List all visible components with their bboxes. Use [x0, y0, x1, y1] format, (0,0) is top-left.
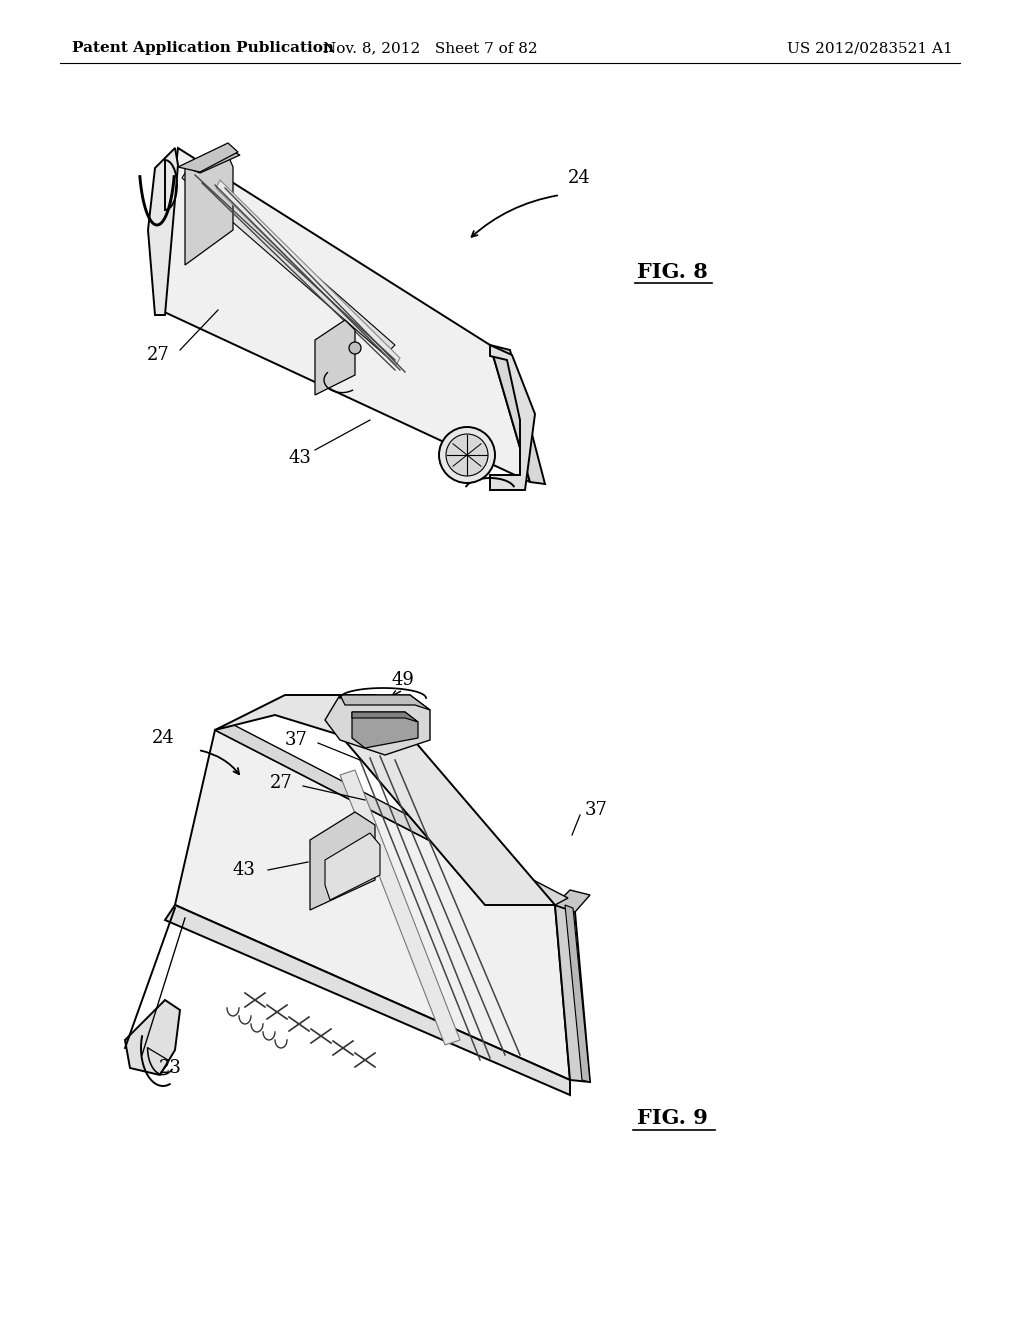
Polygon shape: [215, 696, 555, 906]
Polygon shape: [215, 723, 568, 906]
Polygon shape: [490, 345, 535, 490]
Polygon shape: [315, 319, 355, 395]
Polygon shape: [352, 711, 418, 748]
Polygon shape: [185, 148, 233, 265]
Circle shape: [349, 342, 361, 354]
Polygon shape: [325, 696, 430, 755]
Polygon shape: [178, 143, 238, 172]
Polygon shape: [555, 890, 590, 912]
Text: 24: 24: [153, 729, 175, 747]
Polygon shape: [125, 1001, 180, 1074]
Text: Nov. 8, 2012   Sheet 7 of 82: Nov. 8, 2012 Sheet 7 of 82: [323, 41, 538, 55]
Text: 24: 24: [568, 169, 591, 187]
Text: 23: 23: [159, 1059, 181, 1077]
Polygon shape: [160, 148, 530, 482]
Text: 49: 49: [391, 671, 415, 689]
Polygon shape: [165, 906, 570, 1096]
Polygon shape: [310, 812, 375, 909]
Text: 27: 27: [270, 774, 293, 792]
Polygon shape: [490, 345, 545, 484]
Text: 43: 43: [289, 449, 311, 467]
Polygon shape: [352, 711, 418, 722]
Polygon shape: [340, 770, 460, 1045]
Text: FIG. 8: FIG. 8: [637, 261, 708, 282]
Circle shape: [439, 426, 495, 483]
Text: Patent Application Publication: Patent Application Publication: [72, 41, 334, 55]
Text: 43: 43: [232, 861, 255, 879]
Text: 27: 27: [147, 346, 170, 364]
Polygon shape: [148, 148, 178, 315]
Polygon shape: [555, 906, 590, 1082]
Text: 37: 37: [285, 731, 308, 748]
Polygon shape: [340, 696, 430, 710]
Circle shape: [446, 434, 488, 477]
Polygon shape: [565, 906, 590, 1082]
Text: FIG. 9: FIG. 9: [637, 1107, 708, 1129]
Text: 37: 37: [585, 801, 608, 818]
Polygon shape: [216, 180, 400, 366]
Polygon shape: [185, 148, 240, 173]
Polygon shape: [175, 730, 570, 1080]
Polygon shape: [325, 833, 380, 900]
Polygon shape: [182, 165, 395, 355]
Text: US 2012/0283521 A1: US 2012/0283521 A1: [787, 41, 953, 55]
